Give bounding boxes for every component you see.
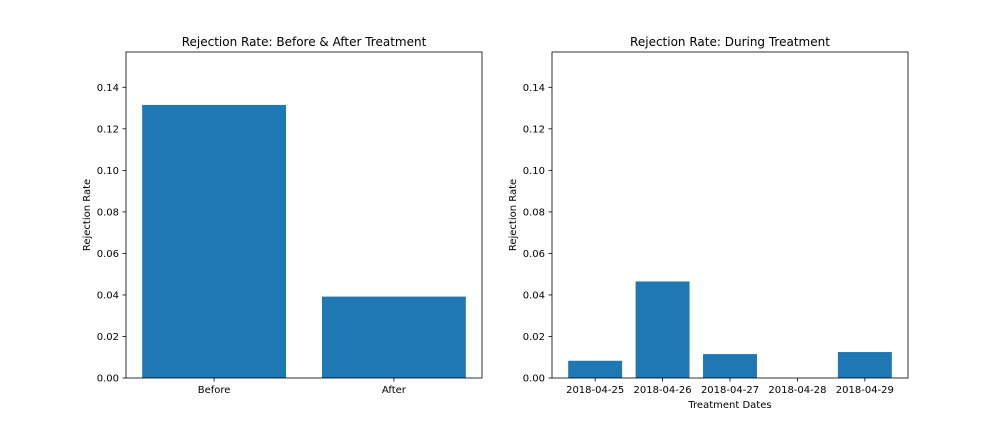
- bar-2018-04-26: [635, 281, 690, 378]
- y-tick-label: 0.02: [97, 332, 119, 343]
- bar-Before: [142, 104, 287, 379]
- x-tick-label: 2018-04-27: [701, 385, 759, 396]
- axes-frame: [551, 51, 909, 379]
- bar-2018-04-29: [837, 352, 892, 378]
- y-tick-label: 0.14: [97, 83, 119, 94]
- axes-frame: [125, 51, 483, 379]
- bar-After: [321, 296, 466, 378]
- x-tick-label: After: [382, 385, 407, 396]
- x-tick-label: 2018-04-28: [768, 385, 826, 396]
- y-tick-label: 0.12: [523, 124, 545, 135]
- y-tick-label: 0.14: [523, 83, 545, 94]
- y-axis-label: Rejection Rate: [508, 179, 519, 251]
- y-tick-label: 0.10: [523, 166, 545, 177]
- y-tick-label: 0.12: [97, 124, 119, 135]
- chart-title: Rejection Rate: Before & After Treatment: [182, 35, 427, 49]
- chart-title: Rejection Rate: During Treatment: [630, 35, 830, 49]
- x-tick-label: 2018-04-29: [836, 385, 894, 396]
- chart-before-after: 0.00 0.02 0.04 0.06 0.08 0.10 0.12 0.14 Before Af…: [82, 35, 483, 396]
- y-tick-label: 0.00: [523, 374, 545, 385]
- y-tick-label: 0.06: [523, 249, 545, 260]
- x-tick-label: 2018-04-25: [566, 385, 624, 396]
- x-tick-label: Before: [198, 385, 231, 396]
- y-tick-label: 0.08: [523, 207, 545, 218]
- y-axis-label: Rejection Rate: [82, 179, 93, 251]
- y-tick-label: 0.10: [97, 166, 119, 177]
- y-tick-label: 0.02: [523, 332, 545, 343]
- bar-2018-04-25: [568, 360, 623, 378]
- x-axis-label: Treatment Dates: [687, 400, 771, 411]
- y-tick-label: 0.00: [97, 374, 119, 385]
- y-tick-label: 0.04: [523, 290, 545, 301]
- y-tick-label: 0.06: [97, 249, 119, 260]
- y-tick-label: 0.04: [97, 290, 119, 301]
- bar-2018-04-27: [703, 354, 757, 378]
- x-tick-label: 2018-04-26: [634, 385, 692, 396]
- chart-during-treatment: 0.00 0.02 0.04 0.06 0.08 0.10 0.12 0.14 2018-04-…: [508, 35, 909, 411]
- y-tick-label: 0.08: [97, 207, 119, 218]
